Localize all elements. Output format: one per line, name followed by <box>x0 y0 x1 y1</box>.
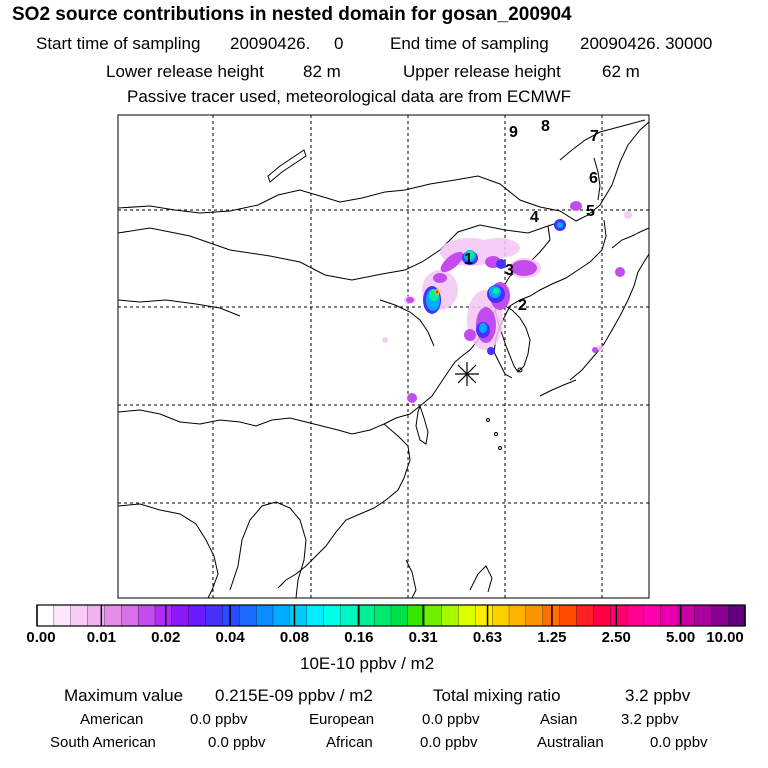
colorbar-segment <box>576 604 594 627</box>
source-label-8: 8 <box>541 118 550 135</box>
colorbar-tick-label: 10.00 <box>706 629 744 646</box>
colorbar-segment <box>205 604 223 627</box>
colorbar-segment <box>458 604 476 627</box>
colorbar-segment <box>559 604 577 627</box>
region-south-american-label: South American <box>50 734 156 751</box>
page-title: SO2 source contributions in nested domai… <box>12 4 572 25</box>
source-label-3: 3 <box>505 262 514 279</box>
colorbar-segment <box>154 604 173 627</box>
max-value: 0.215E-09 ppbv / m2 <box>215 686 373 705</box>
start-time-label: Start time of sampling <box>36 34 201 53</box>
upper-release-value: 62 m <box>602 62 640 81</box>
map-frame <box>117 114 650 599</box>
colorbar-segment <box>593 604 611 627</box>
colorbar-tick-label: 0.08 <box>279 629 310 646</box>
total-mixing-value: 3.2 ppbv <box>625 686 691 705</box>
colorbar-units: 10E-10 ppbv / m2 <box>300 654 435 673</box>
colorbar-segment <box>289 604 308 627</box>
colorbar-tick-label: 0.31 <box>408 629 438 646</box>
colorbar-segment <box>525 604 544 627</box>
colorbar-ticks <box>36 605 746 626</box>
colorbar <box>36 604 746 627</box>
colorbar-segment <box>694 604 712 627</box>
colorbar-segment <box>222 604 240 627</box>
concentration-field <box>382 201 632 403</box>
tracer-note: Passive tracer used, meteorological data… <box>127 87 572 106</box>
receptor-marker-icon <box>455 362 479 386</box>
colorbar-segment <box>53 604 72 627</box>
colorbar-segment <box>609 604 628 627</box>
colorbar-segment <box>475 604 493 627</box>
source-label-7: 7 <box>590 128 599 145</box>
colorbar-segment <box>188 604 207 627</box>
region-australian-label: Australian <box>537 734 604 751</box>
colorbar-segment <box>323 604 341 627</box>
colorbar-tick-label: 0.04 <box>215 629 245 646</box>
colorbar-tick-label: 5.00 <box>666 629 696 646</box>
colorbar-segment <box>340 604 358 627</box>
colorbar-tick-label: 0.63 <box>472 629 503 646</box>
colorbar-segment <box>239 604 257 627</box>
start-time-value: 20090426. 0 <box>230 34 344 53</box>
colorbar-segment <box>441 604 459 627</box>
total-mixing-label: Total mixing ratio <box>433 686 561 705</box>
lower-release-label: Lower release height <box>106 62 264 81</box>
colorbar-segment <box>508 604 527 627</box>
region-asian-value: 3.2 ppbv <box>621 711 679 728</box>
colorbar-segment <box>626 604 645 627</box>
colorbar-tick-label: 0.01 <box>86 629 116 646</box>
region-american-label: American <box>80 711 144 728</box>
region-south-american-value: 0.0 ppbv <box>208 734 266 751</box>
colorbar-tick-label: 0.02 <box>151 629 181 646</box>
region-african-value: 0.0 ppbv <box>420 734 478 751</box>
max-value-label: Maximum value <box>64 686 184 705</box>
colorbar-segment <box>87 604 105 627</box>
source-label-9: 9 <box>509 124 518 141</box>
colorbar-segment <box>121 604 139 627</box>
colorbar-tick-label: 0.00 <box>26 629 56 646</box>
colorbar-tick-label: 2.50 <box>601 629 631 646</box>
colorbar-segment <box>357 604 375 627</box>
colorbar-segment <box>491 604 510 627</box>
colorbar-segment <box>171 604 190 627</box>
end-time-value: 20090426. 30000 <box>580 34 713 53</box>
colorbar-segment <box>643 604 662 627</box>
source-label-4: 4 <box>530 209 539 226</box>
map-area: 1 2 3 4 5 6 7 8 9 <box>118 115 649 598</box>
region-australian-value: 0.0 ppbv <box>650 734 708 751</box>
source-label-2: 2 <box>518 297 527 314</box>
end-time-label: End time of sampling <box>390 34 549 53</box>
colorbar-segment <box>104 604 122 627</box>
colorbar-segment <box>711 604 729 627</box>
colorbar-segment <box>36 604 55 627</box>
colorbar-segment <box>390 604 409 627</box>
lower-release-value: 82 m <box>303 62 341 81</box>
source-label-5: 5 <box>586 203 595 220</box>
region-european-label: European <box>309 711 375 728</box>
upper-release-label: Upper release height <box>403 62 561 81</box>
source-label-1: 1 <box>464 251 473 268</box>
coastlines <box>118 119 649 598</box>
colorbar-segment <box>70 604 89 627</box>
source-labels: 1 2 3 4 5 6 7 8 9 <box>464 118 599 314</box>
source-label-6: 6 <box>589 170 598 187</box>
colorbar-segment <box>424 604 443 627</box>
colorbar-tick-label: 0.16 <box>344 629 374 646</box>
colorbar-segment <box>660 604 679 627</box>
region-african-label: African <box>326 734 373 751</box>
colorbar-segment <box>255 604 274 627</box>
colorbar-segment <box>272 604 291 627</box>
colorbar-segment <box>137 604 156 627</box>
region-american-value: 0.0 ppbv <box>190 711 248 728</box>
colorbar-segment <box>373 604 392 627</box>
colorbar-segment <box>727 604 746 627</box>
colorbar-tick-label: 1.25 <box>537 629 567 646</box>
lat-lon-grid <box>118 115 649 598</box>
colorbar-segment <box>306 604 325 627</box>
region-european-value: 0.0 ppbv <box>422 711 480 728</box>
region-asian-label: Asian <box>540 711 578 728</box>
